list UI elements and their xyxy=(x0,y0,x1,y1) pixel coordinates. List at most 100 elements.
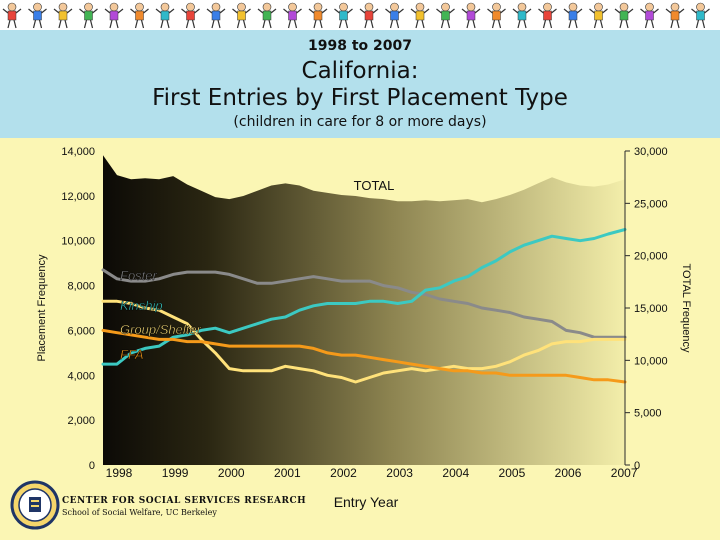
kid-leg xyxy=(140,19,145,29)
kid-arm xyxy=(194,8,200,14)
y2-tick-label: 10,000 xyxy=(634,355,668,367)
kid-head xyxy=(517,2,527,12)
years-title: 1998 to 2007 xyxy=(308,38,412,54)
kid-arm xyxy=(296,8,302,14)
kid-arm xyxy=(538,8,544,14)
y-tick-label: 0 xyxy=(89,460,95,472)
y2-tick-label: 5,000 xyxy=(634,408,662,420)
kid-arm xyxy=(130,8,136,14)
kid-head xyxy=(645,2,654,12)
chart-subtitle: (children in care for 8 or more days) xyxy=(233,114,487,130)
kid-arm xyxy=(678,8,685,14)
kid-leg xyxy=(185,19,190,29)
kid-body xyxy=(670,10,680,21)
x-tick-label: 2002 xyxy=(330,466,357,480)
x-tick-label: 2000 xyxy=(218,466,245,480)
kid-head xyxy=(313,2,323,12)
ffa-label: FFA xyxy=(120,347,144,362)
y-tick-label: 4,000 xyxy=(67,370,95,382)
kid-body xyxy=(390,10,399,21)
kid-figure xyxy=(206,2,226,29)
kids-banner xyxy=(0,0,720,30)
kid-leg xyxy=(701,19,706,29)
kid-arm xyxy=(474,8,481,14)
kid-head xyxy=(543,2,552,12)
kid-leg xyxy=(523,19,527,29)
kid-figure xyxy=(257,2,277,29)
kid-leg xyxy=(242,19,247,29)
x-tick-label: 2004 xyxy=(442,466,469,480)
kid-arm xyxy=(436,8,442,14)
kid-figure xyxy=(385,2,404,29)
y2-tick-label: 0 xyxy=(634,460,640,472)
kid-leg xyxy=(670,19,674,29)
kid-head xyxy=(186,2,195,12)
kid-head xyxy=(262,2,272,12)
kid-figure xyxy=(589,2,608,29)
kid-arm xyxy=(627,8,634,14)
kid-arm xyxy=(79,8,85,14)
kid-body xyxy=(696,10,705,21)
total-label: TOTAL xyxy=(354,178,395,193)
kid-leg xyxy=(395,19,400,29)
kid-leg xyxy=(268,19,272,29)
kid-figure xyxy=(130,2,149,29)
kid-figure xyxy=(155,2,175,29)
kid-body xyxy=(84,10,93,21)
kid-body xyxy=(211,10,221,21)
x-tick-label: 1999 xyxy=(162,466,189,480)
kid-body xyxy=(135,10,144,21)
kid-figure xyxy=(640,2,659,29)
y-tick-label: 8,000 xyxy=(67,281,95,293)
kid-arm xyxy=(92,8,98,14)
kid-arm xyxy=(653,8,659,14)
kid-leg xyxy=(313,19,317,29)
kid-arm xyxy=(372,8,379,14)
kid-body xyxy=(186,10,195,21)
kid-figure xyxy=(614,2,634,29)
kid-leg xyxy=(293,19,298,29)
kid-body xyxy=(339,10,348,21)
kid-leg xyxy=(191,19,196,29)
kid-body xyxy=(492,10,501,21)
kid-leg xyxy=(625,19,629,29)
kid-leg xyxy=(64,19,68,29)
kid-arm xyxy=(525,8,532,14)
kid-arm xyxy=(563,8,570,14)
kid-arm xyxy=(219,8,226,14)
y-tick-label: 12,000 xyxy=(61,191,95,203)
kid-leg xyxy=(599,19,604,29)
kid-body xyxy=(237,10,246,21)
kid-leg xyxy=(344,19,349,29)
kid-arm xyxy=(143,8,149,14)
kid-head xyxy=(211,2,221,12)
kid-body xyxy=(517,10,527,21)
kid-leg xyxy=(160,19,164,29)
kid-leg xyxy=(491,19,496,29)
x-tick-label: 1998 xyxy=(106,466,133,480)
kid-arm xyxy=(665,8,672,14)
kid-body xyxy=(364,10,374,21)
line-chart: TOTAL Foster Kinship Group/Shelter FFA 0 2,0… xyxy=(36,146,692,510)
kid-figure xyxy=(283,2,302,29)
kid-head xyxy=(33,2,42,12)
kid-figure xyxy=(461,2,481,29)
kid-leg xyxy=(236,19,241,29)
kid-body xyxy=(160,10,170,21)
kid-head xyxy=(58,2,68,12)
kid-leg xyxy=(446,19,451,29)
title-panel xyxy=(0,30,720,138)
kid-leg xyxy=(32,19,37,29)
kid-arm xyxy=(283,8,289,14)
kid-leg xyxy=(7,19,11,29)
kid-body xyxy=(415,10,425,21)
kid-arm xyxy=(206,8,213,14)
kid-head xyxy=(594,2,603,12)
kid-leg xyxy=(542,19,547,29)
kid-arm xyxy=(53,8,60,14)
kid-arm xyxy=(181,8,187,14)
kid-leg xyxy=(619,19,623,29)
kid-head xyxy=(84,2,93,12)
kid-figure xyxy=(181,2,200,29)
kid-leg xyxy=(593,19,598,29)
